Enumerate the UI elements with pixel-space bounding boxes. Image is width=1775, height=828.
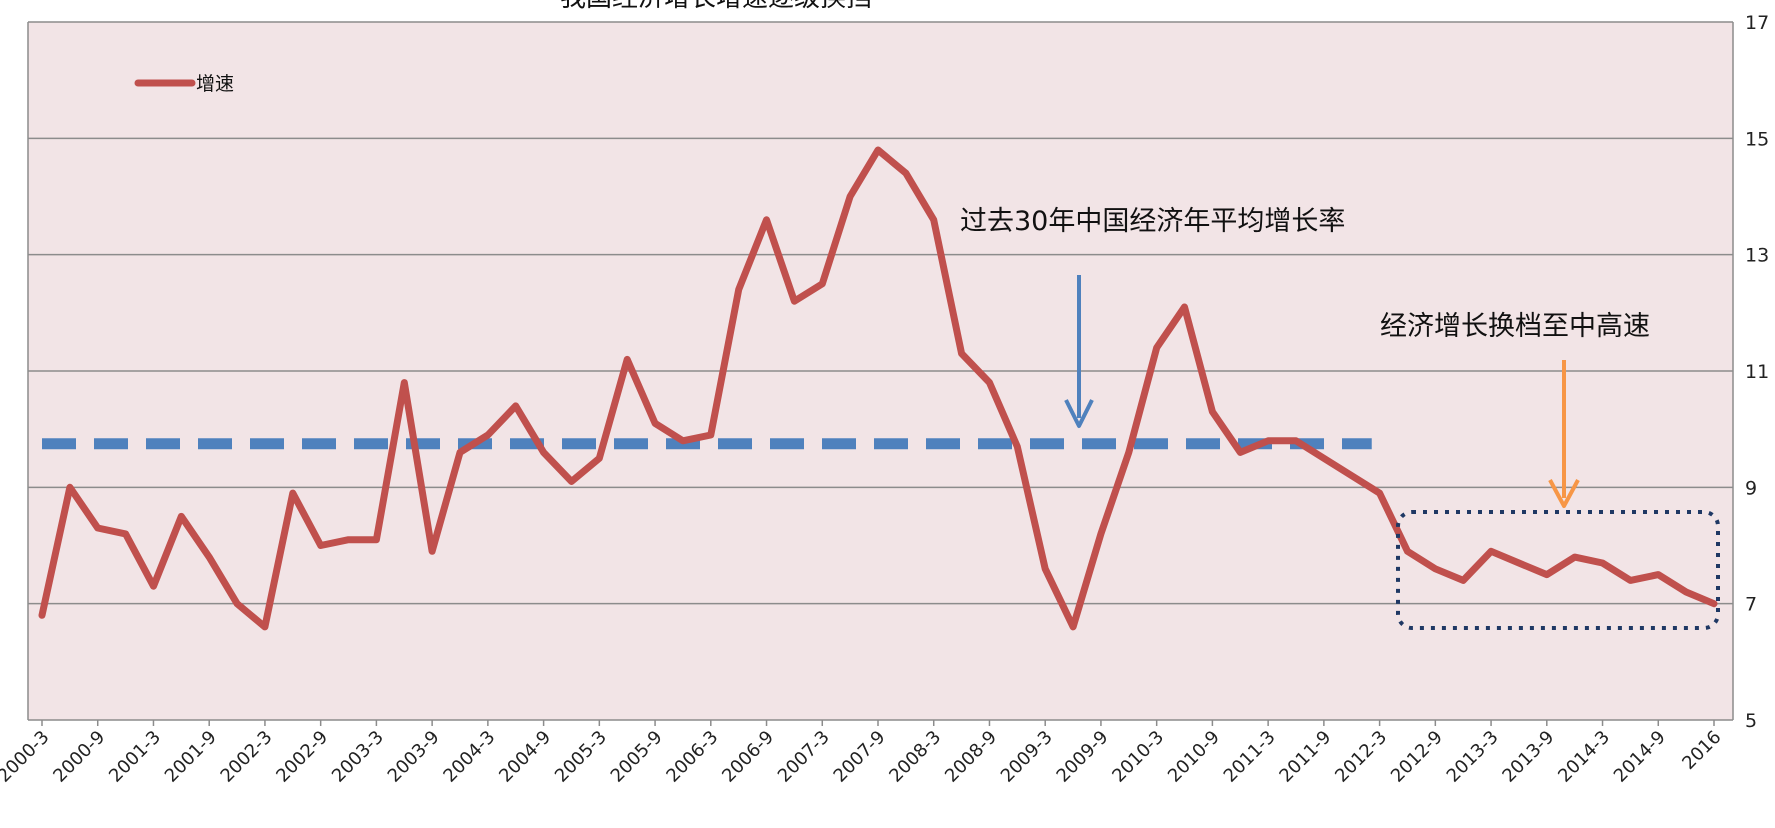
x-tick-label: 2000-9 (49, 727, 109, 787)
series-line-growth (38, 146, 1718, 631)
chart-title: 我国经济增长增速逐级换挡 (560, 0, 872, 13)
x-tick-label: 2003-3 (328, 727, 388, 787)
y-tick-label: 17 (1745, 12, 1769, 34)
y-tick-label: 5 (1745, 710, 1757, 732)
arrow-down-icon (1064, 275, 1094, 428)
x-tick-label: 2001-9 (161, 727, 221, 787)
x-tick-label: 2006-9 (718, 727, 778, 787)
x-axis-ticks: 2000-32000-92001-32001-92002-32002-92003… (0, 720, 1726, 787)
x-tick-label: 2012-9 (1387, 727, 1447, 787)
series-layer (38, 146, 1718, 631)
x-tick-label: 2004-9 (495, 727, 555, 787)
y-tick-label: 13 (1745, 245, 1769, 267)
y-tick-label: 9 (1745, 477, 1757, 499)
x-tick-label: 2003-9 (384, 727, 444, 787)
x-tick-label: 2014-9 (1610, 727, 1670, 787)
x-tick-label: 2012-3 (1331, 727, 1391, 787)
legend-label: 增速 (196, 73, 234, 95)
x-tick-label: 2009-3 (997, 727, 1057, 787)
x-tick-label: 2011-9 (1275, 727, 1335, 787)
x-tick-label: 2002-9 (272, 727, 332, 787)
x-tick-label: 2008-9 (941, 727, 1001, 787)
x-tick-label: 2014-3 (1554, 727, 1614, 787)
x-tick-label: 2002-3 (217, 727, 277, 787)
y-axis-ticks: 5 7 9 11 13 15 17 (1745, 12, 1769, 732)
annotation-mid-high-speed-label: 经济增长换档至中高速 (1380, 311, 1650, 342)
x-tick-label: 2007-9 (830, 727, 890, 787)
x-tick-label: 2001-3 (105, 727, 165, 787)
x-tick-label: 2006-3 (662, 727, 722, 787)
x-tick-label: 2008-3 (885, 727, 945, 787)
x-tick-label: 2016 (1678, 727, 1725, 774)
annotation-average-growth-label: 过去30年中国经济年平均增长率 (960, 206, 1345, 237)
arrow-down-icon (1548, 360, 1580, 508)
legend: 增速 (134, 73, 234, 95)
x-tick-label: 2004-3 (439, 727, 499, 787)
x-tick-label: 2005-9 (607, 727, 667, 787)
x-tick-label: 2011-3 (1220, 727, 1280, 787)
x-tick-label: 2010-3 (1108, 727, 1168, 787)
gridlines (27, 21, 1734, 721)
x-tick-label: 2013-9 (1498, 727, 1558, 787)
x-tick-label: 2009-9 (1053, 727, 1113, 787)
x-tick-label: 2000-3 (0, 727, 54, 787)
y-tick-label: 7 (1745, 594, 1757, 616)
x-tick-label: 2007-3 (774, 727, 834, 787)
y-tick-label: 15 (1745, 128, 1769, 150)
x-tick-label: 2005-3 (551, 727, 611, 787)
x-tick-label: 2010-9 (1164, 727, 1224, 787)
highlight-box (1396, 510, 1720, 630)
x-tick-label: 2013-3 (1443, 727, 1503, 787)
y-tick-label: 11 (1745, 361, 1769, 383)
